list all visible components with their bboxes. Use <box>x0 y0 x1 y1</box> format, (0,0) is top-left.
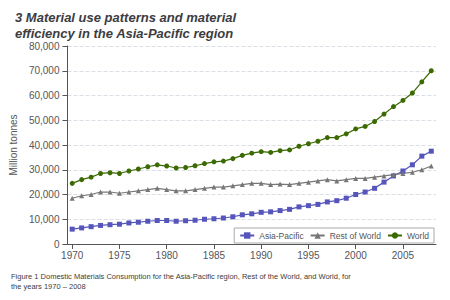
svg-text:20,000: 20,000 <box>29 189 60 200</box>
svg-text:1985: 1985 <box>203 250 226 261</box>
svg-text:2000: 2000 <box>345 250 368 261</box>
svg-text:1970: 1970 <box>61 250 84 261</box>
svg-text:70,000: 70,000 <box>29 65 60 76</box>
svg-text:Asia-Pacific: Asia-Pacific <box>259 231 304 241</box>
svg-text:1980: 1980 <box>156 250 179 261</box>
svg-text:1975: 1975 <box>108 250 131 261</box>
svg-text:10,000: 10,000 <box>29 214 60 225</box>
svg-text:the years 1970 – 2008: the years 1970 – 2008 <box>11 282 86 291</box>
svg-text:30,000: 30,000 <box>29 164 60 175</box>
svg-text:40,000: 40,000 <box>29 140 60 151</box>
svg-text:World: World <box>407 231 429 241</box>
svg-text:efficiency in the Asia-Pacific: efficiency in the Asia-Pacific region <box>15 26 233 41</box>
svg-text:Rest of World: Rest of World <box>330 231 382 241</box>
svg-text:Million tonnes: Million tonnes <box>8 114 19 175</box>
svg-text:80,000: 80,000 <box>29 41 60 52</box>
svg-text:1995: 1995 <box>297 250 320 261</box>
svg-text:3 Material use patterns and ma: 3 Material use patterns and material <box>15 10 236 25</box>
svg-text:2005: 2005 <box>392 250 415 261</box>
svg-text:Figure 1 Domestic Materials Co: Figure 1 Domestic Materials Consumption … <box>11 272 351 281</box>
svg-text:1990: 1990 <box>250 250 273 261</box>
svg-text:60,000: 60,000 <box>29 90 60 101</box>
svg-text:0: 0 <box>54 239 60 250</box>
svg-text:50,000: 50,000 <box>29 115 60 126</box>
